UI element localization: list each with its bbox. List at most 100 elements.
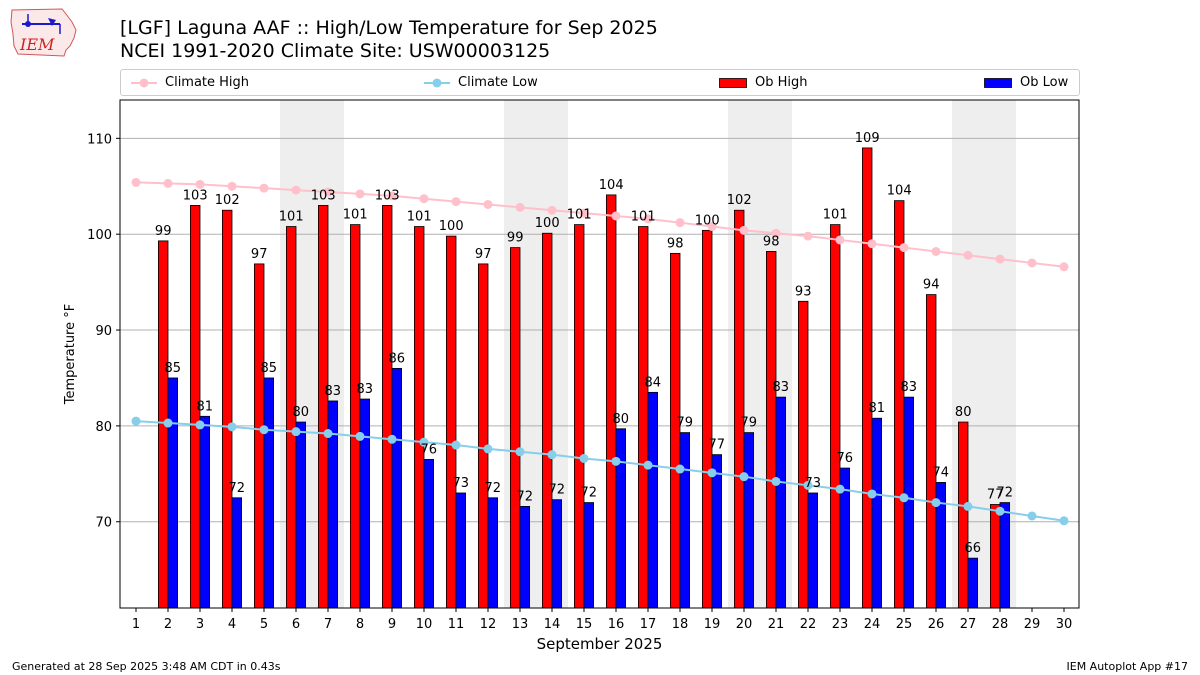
ob-low-label-17: 84 bbox=[645, 375, 662, 390]
ob-low-bar-27 bbox=[967, 557, 979, 609]
ob-low-bar-9 bbox=[391, 367, 403, 609]
ob-low-bar-13 bbox=[519, 505, 531, 609]
ob-high-bar-20 bbox=[734, 209, 745, 609]
ob-low-swatch-icon bbox=[984, 77, 1012, 88]
legend-item-climate-low: Climate Low bbox=[424, 70, 538, 95]
climate-low-point-4 bbox=[227, 422, 237, 432]
ob-high-label-3: 103 bbox=[183, 188, 208, 203]
ob-low-label-23: 76 bbox=[837, 451, 854, 466]
ob-high-bar-17 bbox=[638, 226, 649, 609]
climate-low-point-21 bbox=[771, 476, 781, 486]
legend-item-ob-high: Ob High bbox=[719, 70, 808, 95]
ob-high-bar-25 bbox=[894, 200, 905, 609]
ob-low-label-7: 83 bbox=[325, 384, 342, 399]
x-tick-label-12: 12 bbox=[480, 617, 497, 632]
climate-low-point-14 bbox=[547, 450, 557, 460]
climate-high-swatch-icon bbox=[131, 78, 157, 87]
ob-low-bar-20 bbox=[743, 432, 755, 609]
ob-high-bar-21 bbox=[766, 251, 777, 609]
climate-high-point-12 bbox=[483, 199, 493, 209]
ob-low-label-11: 73 bbox=[453, 476, 470, 491]
climate-high-point-15 bbox=[579, 208, 589, 218]
climate-low-point-24 bbox=[867, 489, 877, 499]
climate-high-point-4 bbox=[227, 181, 237, 191]
climate-high-point-1 bbox=[131, 177, 141, 187]
ob-high-bar-28 bbox=[990, 504, 1001, 609]
ob-low-bar-17 bbox=[647, 391, 659, 609]
ob-high-label-5: 97 bbox=[251, 247, 268, 262]
climate-high-point-11 bbox=[451, 197, 461, 207]
ob-low-bar-5 bbox=[263, 377, 275, 609]
data-labels: 99 103 102 97 101 103 101 103 101 100 97 99 100 101 10… bbox=[155, 131, 1013, 556]
climate-high-point-10 bbox=[419, 194, 429, 204]
legend-label-climate-low: Climate Low bbox=[458, 75, 538, 90]
climate-low-point-22 bbox=[803, 480, 813, 490]
ob-low-bar-2 bbox=[167, 377, 179, 609]
ob-high-bar-24 bbox=[862, 147, 873, 609]
climate-high-point-16 bbox=[611, 211, 621, 221]
ob-high-bar-8 bbox=[349, 224, 361, 609]
climate-high-point-24 bbox=[867, 239, 877, 249]
ob-high-label-19: 100 bbox=[695, 213, 720, 228]
ob-high-label-17: 101 bbox=[631, 210, 656, 225]
x-tick-label-11: 11 bbox=[448, 617, 465, 632]
legend-label-climate-high: Climate High bbox=[165, 75, 250, 90]
climate-high-point-19 bbox=[707, 222, 717, 232]
ob-low-bar-15 bbox=[583, 502, 595, 609]
ob-low-label-12: 72 bbox=[485, 481, 502, 496]
ob-low-label-28: 72 bbox=[997, 486, 1014, 501]
ob-high-bar-9 bbox=[381, 205, 393, 609]
x-axis-label: September 2025 bbox=[537, 635, 663, 653]
x-tick-label-2: 2 bbox=[164, 617, 172, 632]
logo-text: IEM bbox=[19, 35, 55, 54]
ob-high-label-4: 102 bbox=[215, 193, 240, 208]
climate-high-point-14 bbox=[547, 205, 557, 215]
ob-low-bar-22 bbox=[807, 492, 819, 609]
ob-high-label-16: 104 bbox=[599, 178, 624, 193]
grid-lines bbox=[120, 137, 1079, 523]
x-tick-label-19: 19 bbox=[704, 617, 721, 632]
ob-high-bar-27 bbox=[958, 421, 969, 609]
ob-high-bar-18 bbox=[670, 252, 681, 609]
climate-high-point-23 bbox=[835, 235, 845, 245]
climate-low-point-25 bbox=[899, 493, 909, 503]
ob-low-label-8: 83 bbox=[357, 382, 374, 397]
ob-low-label-13: 72 bbox=[517, 489, 534, 504]
y-tick-label-110: 110 bbox=[87, 132, 112, 147]
x-tick-label-16: 16 bbox=[608, 617, 625, 632]
ob-low-bar-10 bbox=[423, 459, 435, 609]
ob-high-bar-4 bbox=[221, 209, 233, 609]
climate-low-line bbox=[135, 420, 1065, 522]
ob-low-label-15: 72 bbox=[581, 486, 598, 501]
climate-high-point-26 bbox=[931, 246, 941, 256]
ob-high-bar-16 bbox=[606, 194, 617, 609]
bars bbox=[157, 147, 1011, 609]
ob-high-label-14: 100 bbox=[535, 216, 560, 231]
ob-high-label-15: 101 bbox=[567, 208, 592, 223]
ob-high-bar-26 bbox=[926, 294, 937, 609]
ob-low-label-19: 77 bbox=[709, 438, 726, 453]
climate-low-point-1 bbox=[131, 416, 141, 426]
climate-high-point-9 bbox=[387, 191, 397, 201]
climate-low-point-20 bbox=[739, 472, 749, 482]
ob-low-bar-6 bbox=[295, 421, 307, 609]
climate-high-point-18 bbox=[675, 218, 685, 228]
climate-low-swatch-icon bbox=[424, 78, 450, 87]
climate-high-point-2 bbox=[163, 178, 173, 188]
ob-low-label-20: 79 bbox=[741, 416, 758, 431]
y-axis-label: Temperature °F bbox=[63, 304, 78, 405]
climate-low-point-9 bbox=[387, 434, 397, 444]
x-tick-label-24: 24 bbox=[864, 617, 881, 632]
ob-high-bar-5 bbox=[253, 263, 265, 609]
ob-high-label-20: 102 bbox=[727, 193, 752, 208]
chart-subtitle: NCEI 1991-2020 Climate Site: USW00003125 bbox=[120, 40, 551, 62]
climate-low-point-16 bbox=[611, 456, 621, 466]
x-tick-label-21: 21 bbox=[768, 617, 785, 632]
climate-low-point-15 bbox=[579, 453, 589, 463]
ob-high-label-13: 99 bbox=[507, 231, 524, 246]
climate-high-point-21 bbox=[771, 228, 781, 238]
climate-low-point-6 bbox=[291, 427, 301, 437]
climate-high-point-22 bbox=[803, 231, 813, 241]
x-tick-label-9: 9 bbox=[388, 617, 396, 632]
